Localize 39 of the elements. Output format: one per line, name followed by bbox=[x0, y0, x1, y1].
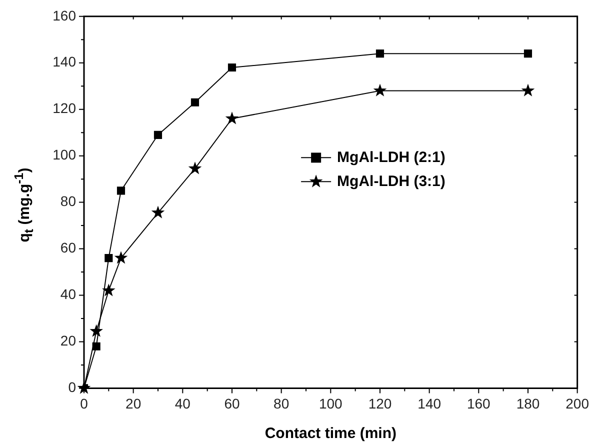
x-tick-label: 120 bbox=[368, 395, 392, 412]
legend-label: MgAl-LDH (3:1) bbox=[337, 172, 446, 190]
x-tick-label: 180 bbox=[516, 395, 540, 412]
y-tick-label: 40 bbox=[60, 286, 76, 302]
point bbox=[521, 84, 535, 96]
x-tick-label: 140 bbox=[418, 395, 442, 412]
x-tick-label: 40 bbox=[174, 395, 191, 412]
y-tick-label: 160 bbox=[52, 7, 76, 24]
point bbox=[190, 98, 200, 106]
x-tick-label: 60 bbox=[224, 395, 240, 412]
point bbox=[102, 284, 116, 296]
point bbox=[114, 251, 128, 264]
point bbox=[376, 50, 384, 58]
point bbox=[228, 63, 236, 72]
point bbox=[373, 84, 387, 96]
y-tick-label: 100 bbox=[52, 146, 76, 163]
y-tick-label: 20 bbox=[60, 332, 76, 349]
x-tick-label: 100 bbox=[318, 395, 343, 412]
point bbox=[524, 50, 532, 58]
point bbox=[188, 162, 202, 174]
point bbox=[154, 130, 162, 139]
x-tick-label: 160 bbox=[466, 395, 491, 412]
point bbox=[225, 112, 239, 124]
x-tick-label: 0 bbox=[80, 395, 88, 412]
point bbox=[116, 186, 126, 195]
y-tick-label: 120 bbox=[52, 100, 76, 116]
x-tick-label: 200 bbox=[566, 395, 590, 412]
x-axis-title: Contact time (min) bbox=[264, 425, 396, 442]
x-tick-label: 20 bbox=[126, 395, 142, 412]
legend-label: MgAl-LDH (2:1) bbox=[337, 148, 446, 166]
y-tick-label: 140 bbox=[52, 54, 76, 70]
y-tick-label: 60 bbox=[60, 240, 76, 256]
y-tick-label: 0 bbox=[68, 379, 76, 396]
y-tick-label: 80 bbox=[60, 193, 76, 210]
point bbox=[104, 254, 113, 262]
point bbox=[90, 324, 103, 337]
point bbox=[92, 342, 100, 350]
x-tick-label: 80 bbox=[274, 395, 290, 412]
point bbox=[151, 206, 165, 218]
